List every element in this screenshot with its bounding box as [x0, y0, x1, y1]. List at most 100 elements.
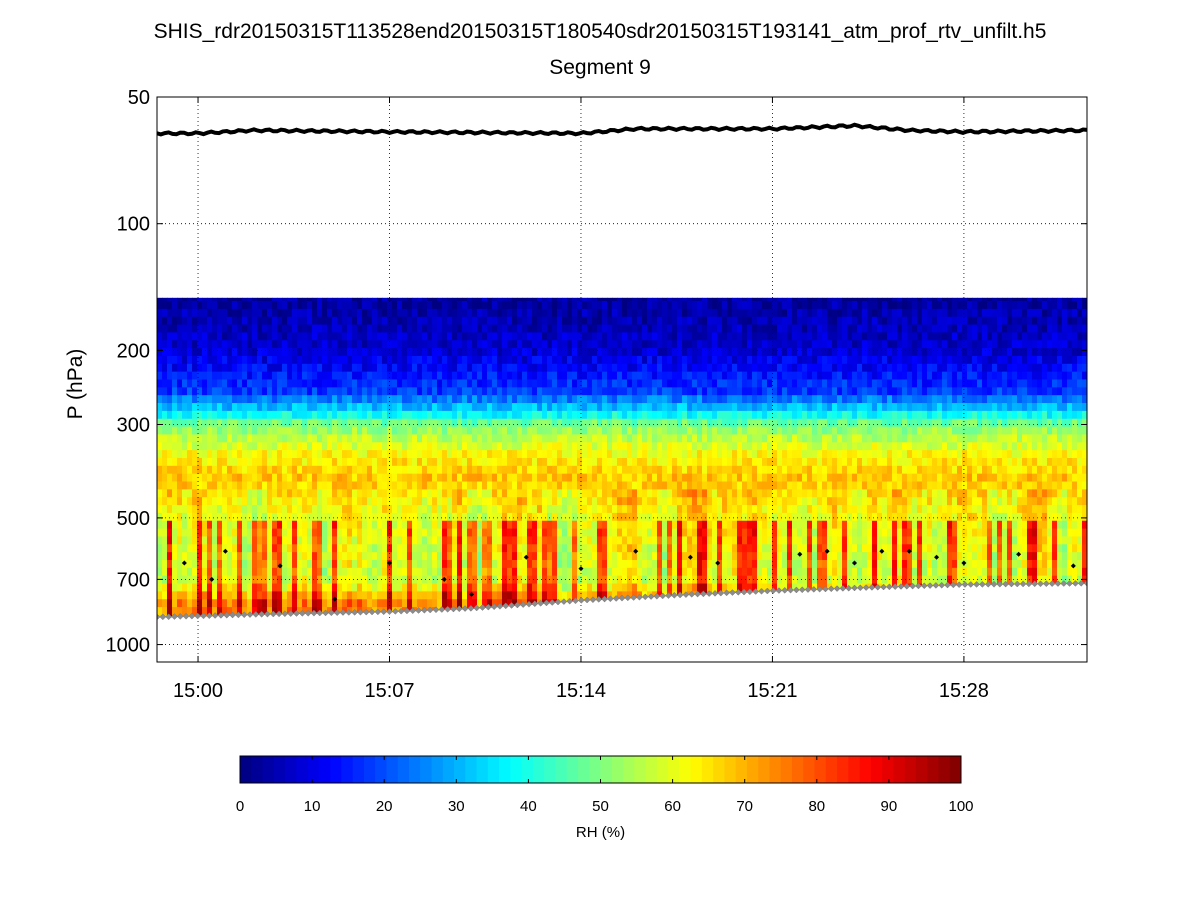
heatmap-cell: [162, 410, 168, 420]
heatmap-cell: [482, 512, 488, 522]
heatmap-cell: [162, 607, 168, 616]
heatmap-cell: [422, 599, 428, 608]
heatmap-cell: [627, 403, 633, 412]
heatmap-cell: [217, 591, 223, 600]
heatmap-cell: [477, 473, 483, 483]
heatmap-cell: [602, 559, 608, 569]
heatmap-cell: [537, 395, 543, 404]
heatmap-cell: [637, 552, 643, 561]
heatmap-cell: [592, 473, 598, 483]
heatmap-cell: [177, 348, 183, 357]
heatmap-cell: [697, 297, 703, 302]
heatmap-cell: [447, 552, 453, 561]
heatmap-cell: [742, 308, 748, 318]
heatmap-cell: [747, 348, 753, 357]
heatmap-cell: [772, 308, 778, 318]
heatmap-cell: [497, 348, 503, 357]
heatmap-cell: [597, 340, 603, 349]
heatmap-cell: [637, 340, 643, 349]
heatmap-cell: [497, 403, 503, 412]
heatmap-cell: [512, 363, 518, 373]
heatmap-cell: [447, 457, 453, 467]
heatmap-cell: [642, 520, 648, 530]
heatmap-cell: [647, 442, 653, 451]
heatmap-cell: [597, 442, 603, 451]
heatmap-cell: [177, 607, 183, 616]
heatmap-cell: [492, 316, 498, 326]
heatmap-cell: [477, 552, 483, 561]
heatmap-cell: [522, 512, 528, 522]
heatmap-cell: [347, 591, 353, 600]
heatmap-cell: [767, 442, 773, 451]
heatmap-cell: [412, 599, 418, 608]
heatmap-cell: [192, 497, 198, 506]
heatmap-cell: [697, 450, 703, 459]
heatmap-cell: [672, 403, 678, 412]
heatmap-cell: [212, 473, 218, 483]
heatmap-cell: [692, 348, 698, 357]
heatmap-cell: [597, 497, 603, 506]
heatmap-cell: [582, 418, 588, 428]
heatmap-cell: [767, 544, 773, 553]
heatmap-cell: [217, 599, 223, 608]
heatmap-cell: [542, 410, 548, 420]
heatmap-cell: [557, 371, 563, 381]
heatmap-cell: [582, 473, 588, 483]
heatmap-cell: [497, 512, 503, 522]
heatmap-cell: [697, 567, 703, 577]
heatmap-cell: [312, 403, 318, 412]
heatmap-cell: [202, 395, 208, 404]
heatmap-cell: [202, 332, 208, 341]
heatmap-cell: [177, 465, 183, 475]
heatmap-cell: [687, 363, 693, 373]
heatmap-cell: [202, 583, 208, 592]
heatmap-cell: [302, 591, 308, 600]
heatmap-cell: [722, 457, 728, 467]
heatmap-cell: [697, 583, 703, 592]
heatmap-cell: [227, 559, 233, 569]
heatmap-cell: [322, 520, 328, 530]
heatmap-cell: [177, 457, 183, 467]
heatmap-cell: [637, 426, 643, 436]
heatmap-cell: [487, 591, 493, 600]
heatmap-cell: [257, 363, 263, 373]
heatmap-cell: [252, 489, 258, 498]
heatmap-cell: [182, 528, 188, 538]
heatmap-cell: [277, 567, 283, 577]
heatmap-cell: [527, 316, 533, 326]
heatmap-cell: [212, 528, 218, 538]
heatmap-cell: [162, 355, 168, 365]
heatmap-cell: [532, 426, 538, 436]
heatmap-cell: [172, 332, 178, 341]
heatmap-cell: [542, 544, 548, 553]
heatmap-cell: [637, 505, 643, 514]
heatmap-cell: [362, 497, 368, 506]
heatmap-cell: [247, 567, 253, 577]
heatmap-cell: [462, 308, 468, 318]
heatmap-cell: [462, 481, 468, 490]
heatmap-cell: [332, 465, 338, 475]
heatmap-cell: [582, 426, 588, 436]
heatmap-cell: [712, 505, 718, 514]
heatmap-cell: [247, 434, 253, 443]
heatmap-cell: [452, 297, 458, 302]
heatmap-cell: [427, 552, 433, 561]
heatmap-cell: [562, 450, 568, 459]
heatmap-cell: [482, 481, 488, 490]
heatmap-cell: [382, 434, 388, 443]
heatmap-cell: [592, 512, 598, 522]
heatmap-cell: [207, 489, 213, 498]
heatmap-cell: [712, 297, 718, 302]
heatmap-cell: [737, 316, 743, 326]
heatmap-cell: [507, 348, 513, 357]
heatmap-cell: [602, 418, 608, 428]
heatmap-cell: [697, 512, 703, 522]
heatmap-cell: [222, 544, 228, 553]
heatmap-cell: [312, 363, 318, 373]
heatmap-cell: [502, 355, 508, 365]
heatmap-cell: [527, 434, 533, 443]
heatmap-cell: [552, 575, 558, 585]
heatmap-cell: [737, 348, 743, 357]
heatmap-cell: [482, 505, 488, 514]
heatmap-cell: [427, 387, 433, 396]
